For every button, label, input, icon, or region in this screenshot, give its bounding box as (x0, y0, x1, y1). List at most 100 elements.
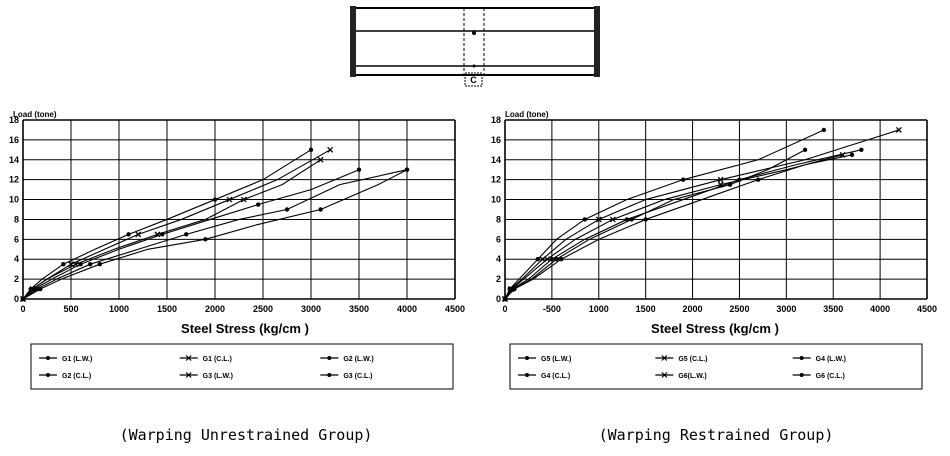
data-point (549, 257, 555, 262)
x-tick-label: 3000 (301, 304, 321, 314)
series-line (504, 129, 900, 300)
legend-marker (661, 355, 668, 361)
y-tick-label: 0 (496, 294, 501, 304)
data-point (539, 256, 546, 263)
y-tick-label: 16 (9, 135, 19, 145)
data-point (727, 182, 733, 187)
data-point (97, 261, 103, 267)
data-point (88, 261, 93, 267)
series-lines (20, 146, 410, 302)
data-point (535, 257, 541, 262)
y-tick-label: 2 (14, 274, 19, 284)
y-tick-label: 2 (496, 274, 501, 284)
chart-caption: (Warping Restrained Group) (599, 426, 834, 444)
data-point (317, 156, 324, 163)
data-point (511, 286, 516, 292)
series-line (504, 154, 843, 300)
y-tick-label: 10 (491, 195, 501, 205)
legend-label: G1 (L.W.) (62, 356, 92, 363)
y-tick-label: 6 (496, 234, 501, 244)
data-point (20, 296, 26, 302)
data-point (226, 196, 233, 203)
data-point (38, 286, 43, 292)
x-tick-label: 4000 (870, 304, 890, 314)
right-support-hatch (594, 6, 600, 77)
data-point (154, 231, 161, 238)
legend-label: G1 (C.L.) (203, 356, 232, 363)
x-tick-label: 3500 (823, 304, 843, 314)
legend-label: G6 (C.L.) (816, 373, 845, 380)
data-point (29, 286, 36, 293)
legend-marker (327, 356, 332, 360)
y-tick-label: 8 (496, 214, 501, 224)
legend-marker (661, 372, 668, 378)
data-point (544, 256, 551, 263)
data-point (308, 147, 314, 153)
y-tick-label: 10 (9, 195, 19, 205)
grid (504, 119, 928, 300)
x-tick-label: 3000 (776, 304, 796, 314)
x-tick-labels: 0 500 1000 1500 2000 2500 3000 3500 4000 4500 (20, 304, 465, 314)
x-tick-label: 1500 (636, 304, 656, 314)
data-point (895, 126, 902, 133)
left-support-hatch (350, 6, 356, 77)
y-tick-label: 14 (9, 155, 19, 165)
data-point (72, 261, 79, 268)
data-point (839, 151, 846, 158)
legend-label: G5 (C.L.) (678, 356, 707, 363)
legend: G5 (L.W.) G5 (C.L.) G4 (L.W.) G4 (C.L.) G6(L… (518, 355, 846, 380)
legend-marker (525, 356, 529, 360)
data-point (256, 202, 261, 207)
series-line (504, 129, 825, 300)
x-tick-labels: 0 -500 1000 1500 2000 2500 3000 3500 4000 4500 (502, 304, 937, 314)
x-tick-label: 4500 (445, 304, 465, 314)
data-point (502, 296, 508, 302)
x-tick-label: -500 (543, 304, 561, 314)
data-point (61, 261, 66, 267)
x-tick-label: 1500 (157, 304, 177, 314)
data-point (643, 217, 648, 222)
grid (22, 119, 456, 300)
data-point (554, 257, 559, 262)
legend-marker (799, 373, 804, 377)
legend-box (30, 343, 454, 390)
data-point (203, 237, 208, 242)
data-point (126, 232, 131, 237)
y-tick-labels: 0 2 4 6 8 10 12 14 16 18 (9, 115, 19, 304)
x-axis-label: Steel Stress (kg/cm ) (651, 321, 779, 336)
x-tick-label: 2500 (253, 304, 273, 314)
x-axis-label: Steel Stress (kg/cm ) (181, 321, 309, 336)
y-axis-label: Load (tone) (505, 110, 549, 119)
data-point (212, 197, 218, 202)
y-tick-label: 6 (14, 234, 19, 244)
x-tick-label: 2000 (683, 304, 703, 314)
y-tick-label: 0 (14, 294, 19, 304)
data-point (821, 127, 827, 133)
legend-label: G2 (L.W.) (343, 356, 373, 363)
legend-marker (525, 373, 529, 377)
x-tick-label: 1000 (109, 304, 129, 314)
y-tick-label: 8 (14, 214, 19, 224)
gauge-point (472, 64, 476, 68)
series-line (22, 169, 408, 300)
chart-warping-unrestrained: Load (tone) 0 2 4 6 8 10 12 14 16 18 0 500 1000 1500… (9, 110, 465, 444)
data-point (802, 147, 808, 153)
legend-label: G3 (C.L.) (343, 373, 372, 380)
y-tick-label: 16 (491, 135, 501, 145)
y-tick-labels: 0 2 4 6 8 10 12 14 16 18 (491, 115, 501, 304)
data-point (859, 147, 864, 153)
data-point (756, 177, 761, 182)
series-line (504, 149, 862, 300)
x-tick-label: 3500 (349, 304, 369, 314)
series-line (22, 149, 312, 300)
y-axis-label: Load (tone) (13, 110, 57, 119)
series-lines (502, 126, 902, 302)
beam-diagram: C (350, 6, 600, 87)
y-tick-label: 18 (491, 115, 501, 125)
data-point (356, 167, 362, 172)
legend-label: G3 (L.W.) (203, 373, 233, 380)
y-tick-label: 4 (14, 254, 19, 264)
data-point (318, 207, 323, 212)
data-point (849, 152, 855, 158)
